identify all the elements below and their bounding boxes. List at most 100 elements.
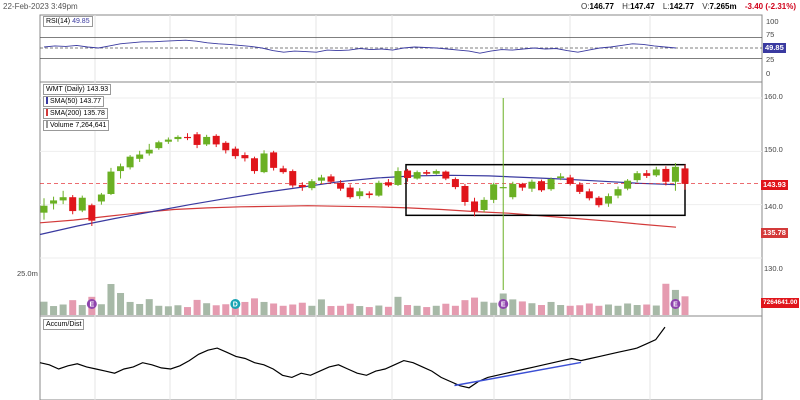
- event-marker-label: E: [673, 302, 678, 309]
- rsi-tick-25: 25: [766, 55, 775, 64]
- volume-bar: [576, 305, 584, 315]
- candle-body: [681, 168, 689, 184]
- sma200-line: [39, 205, 677, 228]
- candle-body: [298, 184, 306, 188]
- accum-panel-frame: [39, 315, 763, 400]
- candle-body: [384, 182, 392, 186]
- volume-bar: [241, 301, 249, 315]
- accum-dist-line: [39, 326, 666, 389]
- volume-bar: [547, 301, 555, 315]
- price-tick-150: 150.0: [764, 145, 783, 154]
- volume-bar: [260, 301, 268, 315]
- candle-body: [126, 156, 134, 168]
- candle-body: [203, 136, 211, 145]
- candle-body: [308, 181, 316, 189]
- rsi-tick-75: 75: [766, 30, 775, 39]
- volume-legend: Volume 7,264,641: [43, 120, 110, 131]
- symbol-legend-label: WMT (Daily): [46, 86, 85, 93]
- candle-body: [643, 173, 651, 176]
- volume-bar: [193, 299, 201, 315]
- candle-body: [585, 191, 593, 199]
- volume-bar: [528, 303, 536, 315]
- volume-bar: [126, 301, 134, 315]
- rsi-tick-100: 100: [766, 17, 779, 26]
- low-label: L:: [662, 2, 670, 11]
- event-marker-label: E: [89, 302, 94, 309]
- volume-tick: 25.0m: [17, 269, 38, 278]
- candle-body: [471, 201, 479, 212]
- candle-body: [174, 136, 182, 140]
- candle-body: [50, 200, 58, 204]
- volume-bar: [375, 305, 383, 315]
- price-panel-frame: [39, 81, 763, 317]
- accum-dist-trendline: [454, 361, 582, 387]
- candle-body: [164, 139, 172, 142]
- candle-body: [499, 187, 507, 189]
- candle-body: [365, 193, 373, 196]
- candle-body: [461, 186, 469, 202]
- candle-body: [97, 194, 105, 202]
- sma200-legend-value: 135.78: [83, 110, 105, 117]
- candle-body: [557, 176, 565, 178]
- candle-body: [614, 189, 622, 196]
- candle-body: [289, 171, 297, 186]
- sma200-legend: SMA(200) 135.78: [43, 108, 108, 119]
- candle-body: [40, 205, 48, 213]
- candle-body: [518, 183, 526, 188]
- candle-body: [88, 205, 96, 221]
- rsi-legend: RSI(14) 49.85: [43, 16, 93, 27]
- price-current-tag: 143.93: [761, 180, 788, 190]
- volume-bar: [231, 305, 239, 315]
- price-tick-140: 140.0: [764, 202, 783, 211]
- candle-body: [337, 182, 345, 189]
- candle-body: [117, 166, 125, 172]
- candle-body: [480, 199, 488, 210]
- volume-bar: [117, 292, 125, 315]
- volume-value: 7.265m: [709, 2, 737, 11]
- volume-bar: [633, 305, 641, 315]
- candle-body: [250, 158, 258, 172]
- candle-body: [537, 181, 545, 191]
- rsi-legend-value: 49.85: [72, 18, 90, 25]
- candle-body: [279, 168, 287, 173]
- volume-bar: [337, 305, 345, 315]
- candle-body: [432, 171, 440, 174]
- volume-bar: [557, 305, 565, 315]
- candle-body: [78, 197, 86, 211]
- candle-body: [624, 180, 632, 189]
- volume-bar: [404, 305, 412, 315]
- volume-bar: [107, 284, 115, 315]
- rsi-series-line: [43, 39, 677, 54]
- volume-bar: [585, 303, 593, 315]
- volume-bar: [250, 298, 258, 315]
- volume-bar: [317, 299, 325, 315]
- volume-bar: [164, 306, 172, 315]
- quote-header: 22-Feb-2023 3:49pm O:146.77 H:147.47 L:1…: [0, 0, 800, 14]
- ohlc-readout: O:146.77 H:147.47 L:142.77 V:7.265m -3.4…: [575, 0, 796, 14]
- volume-bar: [624, 303, 632, 315]
- volume-legend-label: Volume: [50, 122, 74, 129]
- rsi-legend-label: RSI(14): [46, 18, 71, 25]
- volume-bar: [97, 304, 105, 315]
- volume-bar: [652, 305, 660, 315]
- candle-body: [671, 166, 679, 182]
- candle-body: [394, 171, 402, 185]
- candle-body: [69, 197, 77, 212]
- event-marker-label: E: [501, 302, 506, 309]
- candle-body: [184, 136, 192, 139]
- price-tick-130: 130.0: [764, 264, 783, 273]
- open-value: 146.77: [589, 2, 614, 11]
- volume-bar: [155, 305, 163, 315]
- volume-bar: [662, 283, 670, 315]
- candle-body: [442, 171, 450, 179]
- volume-legend-value: 7,264,641: [75, 122, 107, 129]
- candle-body: [231, 148, 239, 157]
- candle-body: [346, 187, 354, 198]
- volume-bar: [451, 305, 459, 315]
- symbol-legend-value: 143.93: [86, 86, 109, 93]
- volume-bar: [346, 303, 354, 315]
- volume-bar: [136, 303, 144, 315]
- candle-body: [604, 196, 612, 204]
- volume-bar: [59, 304, 67, 315]
